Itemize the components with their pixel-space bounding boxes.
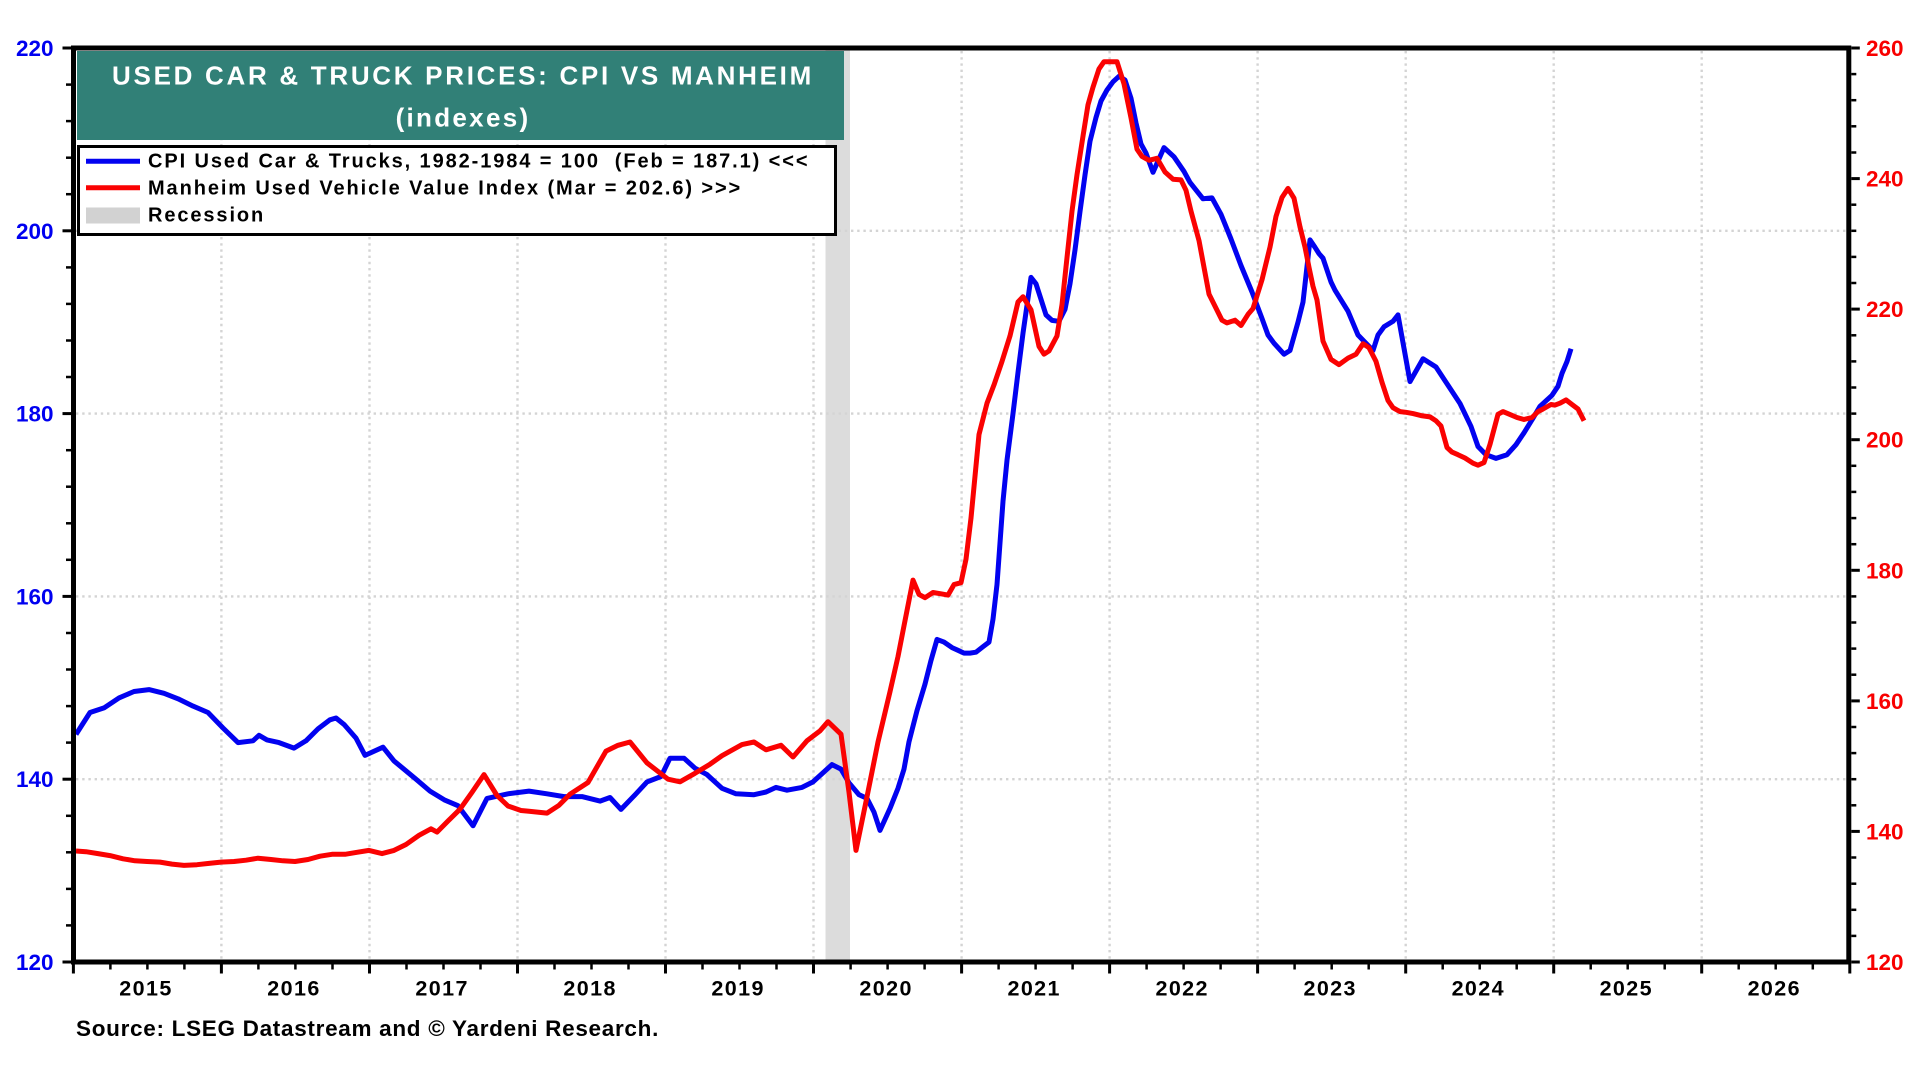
svg-text:Source: LSEG Datastream and ©: Source: LSEG Datastream and © Yardeni Re… [76, 1016, 659, 1041]
svg-text:2015: 2015 [119, 977, 172, 1001]
svg-text:120: 120 [1866, 950, 1904, 975]
svg-text:2025: 2025 [1600, 977, 1653, 1001]
svg-text:2020: 2020 [859, 977, 912, 1001]
svg-text:220: 220 [16, 36, 54, 61]
svg-text:2024: 2024 [1452, 977, 1505, 1001]
svg-text:CPI Used Car & Trucks, 1982-19: CPI Used Car & Trucks, 1982-1984 = 100 (… [148, 151, 809, 173]
svg-text:2026: 2026 [1748, 977, 1801, 1001]
svg-text:240: 240 [1866, 167, 1904, 192]
svg-text:180: 180 [1866, 558, 1904, 583]
svg-text:120: 120 [16, 950, 54, 975]
svg-text:2016: 2016 [267, 977, 320, 1001]
svg-text:140: 140 [1866, 819, 1904, 844]
svg-text:2019: 2019 [711, 977, 764, 1001]
svg-text:Recession: Recession [148, 205, 265, 227]
svg-text:200: 200 [16, 219, 54, 244]
svg-text:260: 260 [1866, 36, 1904, 61]
svg-text:160: 160 [16, 584, 54, 609]
svg-text:160: 160 [1866, 689, 1904, 714]
svg-text:220: 220 [1866, 297, 1904, 322]
svg-text:140: 140 [16, 767, 54, 792]
svg-text:USED CAR & TRUCK PRICES: CPI V: USED CAR & TRUCK PRICES: CPI VS MANHEIM [112, 61, 814, 91]
svg-text:2017: 2017 [415, 977, 468, 1001]
svg-text:Manheim Used Vehicle Value Ind: Manheim Used Vehicle Value Index (Mar = … [148, 178, 742, 200]
svg-text:2022: 2022 [1155, 977, 1208, 1001]
svg-text:2018: 2018 [563, 977, 616, 1001]
svg-text:2021: 2021 [1007, 977, 1060, 1001]
svg-text:200: 200 [1866, 428, 1904, 453]
svg-text:180: 180 [16, 402, 54, 427]
svg-text:2023: 2023 [1303, 977, 1356, 1001]
svg-text:(indexes): (indexes) [396, 103, 531, 133]
